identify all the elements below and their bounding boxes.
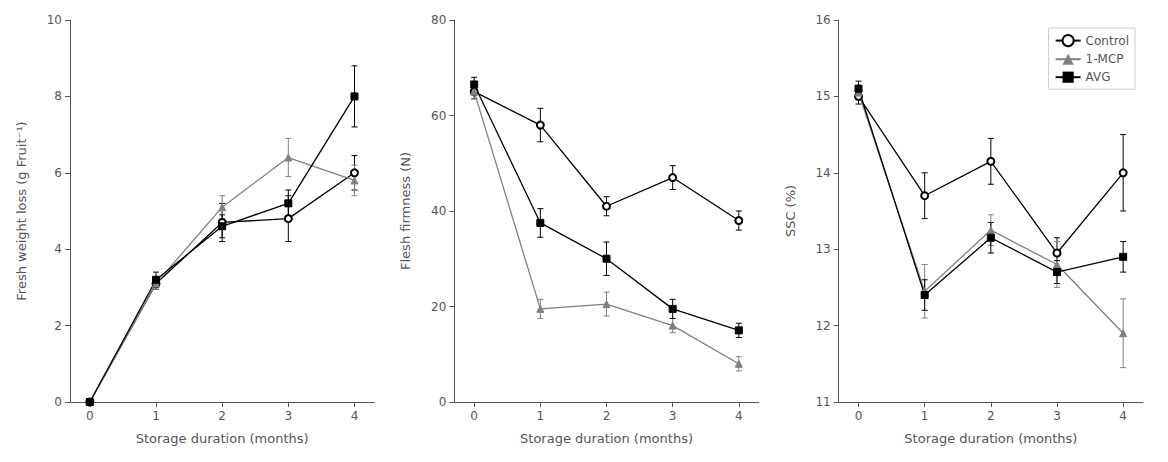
svg-text:2: 2	[54, 319, 62, 333]
svg-text:11: 11	[815, 395, 830, 409]
svg-text:Control: Control	[1086, 34, 1129, 48]
svg-text:4: 4	[351, 409, 359, 423]
svg-text:2: 2	[987, 409, 995, 423]
svg-text:4: 4	[1119, 409, 1127, 423]
svg-text:Flesh firmness (N): Flesh firmness (N)	[398, 152, 413, 270]
svg-text:0: 0	[470, 409, 478, 423]
svg-text:0: 0	[86, 409, 94, 423]
svg-text:2: 2	[218, 409, 226, 423]
svg-text:3: 3	[285, 409, 293, 423]
svg-text:60: 60	[431, 109, 446, 123]
svg-text:0: 0	[439, 395, 447, 409]
svg-text:SSC (%): SSC (%)	[783, 185, 798, 237]
svg-text:13: 13	[815, 242, 830, 256]
svg-text:1: 1	[152, 409, 160, 423]
svg-text:0: 0	[54, 395, 62, 409]
svg-text:Storage duration (months): Storage duration (months)	[520, 431, 693, 446]
svg-text:Storage duration (months): Storage duration (months)	[136, 431, 309, 446]
svg-text:1: 1	[537, 409, 545, 423]
svg-text:8: 8	[54, 89, 62, 103]
svg-text:10: 10	[47, 13, 62, 27]
svg-text:14: 14	[815, 166, 830, 180]
svg-text:6: 6	[54, 166, 62, 180]
svg-text:0: 0	[855, 409, 863, 423]
svg-text:Fresh weight loss (g Fruit⁻¹): Fresh weight loss (g Fruit⁻¹)	[14, 121, 29, 300]
svg-text:20: 20	[431, 300, 446, 314]
svg-text:3: 3	[669, 409, 677, 423]
svg-text:16: 16	[815, 13, 830, 27]
svg-text:12: 12	[815, 319, 830, 333]
svg-text:1: 1	[921, 409, 929, 423]
svg-text:3: 3	[1053, 409, 1061, 423]
svg-text:1-MCP: 1-MCP	[1086, 52, 1124, 66]
svg-text:4: 4	[54, 242, 62, 256]
svg-text:40: 40	[431, 204, 446, 218]
svg-text:80: 80	[431, 13, 446, 27]
svg-text:Storage duration (months): Storage duration (months)	[904, 431, 1077, 446]
svg-text:2: 2	[603, 409, 611, 423]
svg-text:AVG: AVG	[1086, 70, 1111, 84]
svg-text:15: 15	[815, 89, 830, 103]
svg-text:4: 4	[735, 409, 743, 423]
